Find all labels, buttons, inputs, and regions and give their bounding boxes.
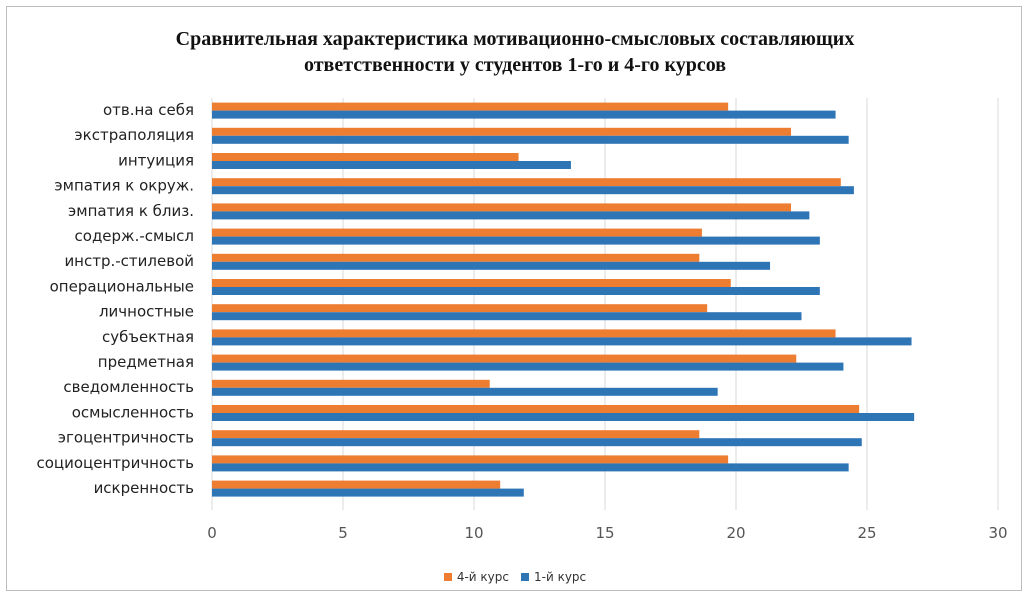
category-label: содерж.-смысл: [75, 227, 194, 245]
category-label: интуиция: [118, 151, 194, 169]
bar-course-4: [212, 405, 860, 413]
legend: 4-й курс 1-й курс: [0, 570, 1030, 584]
bar-course-4: [212, 153, 519, 161]
bar-course-1: [212, 211, 810, 220]
bar-course-1: [212, 287, 820, 295]
bar-course-4: [212, 228, 702, 237]
category-label: экстраполяция: [74, 126, 194, 144]
legend-label: 1-й курс: [534, 570, 587, 584]
bar-course-1: [212, 387, 718, 396]
category-label: эгоцентричность: [58, 429, 194, 447]
x-tick-label: 15: [595, 524, 614, 542]
bar-course-1: [212, 438, 862, 447]
bar-course-1: [212, 463, 849, 472]
bar-course-4: [212, 203, 792, 212]
bar-course-1: [212, 312, 802, 321]
bar-course-4: [212, 279, 731, 287]
chart-title: Сравнительная характеристика мотивационн…: [0, 26, 1030, 78]
bar-course-4: [212, 480, 501, 489]
bar-course-1: [212, 186, 854, 195]
category-label: операциональные: [50, 277, 194, 295]
bar-course-1: [212, 261, 771, 270]
bar-course-1: [212, 135, 849, 144]
chart-title-line-1: Сравнительная характеристика мотивационн…: [175, 28, 855, 50]
category-labels: отв.на себя экстраполяция интуиция эмпатия …: [37, 101, 195, 497]
bar-course-4: [212, 379, 490, 388]
category-label: осмысленность: [72, 403, 194, 421]
legend-item: 4-й курс: [443, 570, 509, 584]
legend-label: 4-й курс: [456, 570, 509, 584]
category-label: субъектная: [102, 328, 194, 346]
bar-course-4: [212, 430, 700, 439]
bar-course-1: [212, 362, 844, 371]
bar-course-4: [212, 455, 729, 464]
category-label: сведомленность: [63, 378, 194, 396]
category-label: эмпатия к близ.: [68, 202, 194, 220]
bar-course-1: [212, 161, 571, 169]
bar-course-4: [212, 102, 729, 111]
x-tick-label: 20: [726, 524, 745, 542]
bar-course-1: [212, 110, 836, 119]
category-label: эмпатия к окруж.: [54, 177, 194, 195]
bar-course-4: [212, 329, 836, 338]
category-label: искренность: [94, 479, 194, 497]
bar-course-1: [212, 337, 912, 346]
x-tick-label: 10: [464, 524, 483, 542]
bar-course-1: [212, 413, 915, 421]
bars: [212, 102, 915, 497]
x-tick-label: 5: [338, 524, 348, 542]
x-tick-labels: 0 5 10 15 20 25 30: [207, 524, 1007, 542]
bar-course-4: [212, 354, 797, 363]
bar-course-4: [212, 304, 708, 313]
bar-course-4: [212, 178, 841, 187]
x-tick-label: 0: [207, 524, 217, 542]
category-label: социоцентричность: [37, 454, 195, 472]
x-tick-label: 30: [988, 524, 1007, 542]
x-tick-label: 25: [857, 524, 876, 542]
legend-swatch: [443, 573, 452, 581]
category-label: личностные: [99, 303, 194, 321]
bar-course-4: [212, 253, 700, 262]
bar-course-1: [212, 488, 524, 497]
category-label: предметная: [98, 353, 194, 371]
chart-title-line-2: ответственности у студентов 1-го и 4-го …: [303, 54, 727, 76]
bar-course-1: [212, 236, 820, 245]
category-label: отв.на себя: [103, 101, 194, 119]
legend-item: 1-й курс: [521, 570, 586, 584]
bar-course-4: [212, 127, 792, 136]
category-label: инстр.-стилевой: [64, 252, 194, 270]
legend-swatch: [521, 573, 529, 581]
